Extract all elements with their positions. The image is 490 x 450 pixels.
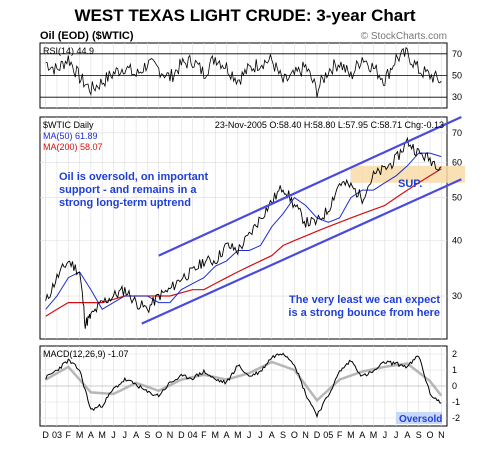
- rsi-label: RSI(14) 44.9: [43, 46, 94, 56]
- x-tick-label: A: [359, 430, 365, 440]
- x-tick-label: F: [66, 430, 72, 440]
- x-tick-label: M: [211, 430, 219, 440]
- x-tick-label: M: [370, 430, 378, 440]
- x-tick-label: J: [247, 430, 252, 440]
- ma200-label: MA(200) 58.07: [43, 142, 103, 152]
- support-zone: [350, 165, 465, 183]
- price-y-tick: 50: [452, 193, 462, 203]
- x-tick-label: J: [258, 430, 263, 440]
- x-tick-label: J: [394, 430, 399, 440]
- x-tick-label: 04: [188, 430, 198, 440]
- macd-line: [45, 352, 442, 419]
- annotation-left-line-2: support - and remains in a: [59, 184, 197, 196]
- price-y-tick: 40: [452, 236, 462, 246]
- chart-title: WEST TEXAS LIGHT CRUDE: 3-year Chart: [75, 6, 416, 25]
- price-y-tick: 30: [452, 291, 462, 301]
- x-tick-label: J: [123, 430, 128, 440]
- macd-signal-line: [45, 360, 443, 403]
- macd-layer: [45, 352, 443, 419]
- macd-y-tick: -1: [452, 397, 460, 407]
- ma50-label: MA(50) 61.89: [43, 131, 98, 141]
- x-tick-label: S: [280, 430, 286, 440]
- channel-lower-line: [141, 178, 462, 325]
- rsi-y-tick: 30: [452, 92, 462, 102]
- x-tick-label: M: [98, 430, 106, 440]
- x-tick-label: F: [337, 430, 343, 440]
- support-zone-band: [350, 165, 465, 183]
- macd-y-tick: 0: [452, 381, 457, 391]
- price-layer: [45, 115, 462, 329]
- rsi-y-tick: 70: [452, 49, 462, 59]
- channel-upper-line: [158, 115, 462, 257]
- x-tick-label: O: [155, 430, 162, 440]
- x-tick-label: O: [427, 430, 434, 440]
- price-y-tick: 70: [452, 128, 462, 138]
- oversold-label: Oversold: [399, 414, 442, 425]
- watermark: © StockCharts.com: [361, 31, 447, 42]
- chart-subtitle: Oil (EOD) ($WTIC): [40, 30, 134, 42]
- x-tick-label: D: [314, 430, 321, 440]
- x-tick-label: 03: [52, 430, 62, 440]
- x-tick-label: A: [404, 430, 410, 440]
- macd-y-tick: -2: [452, 413, 460, 423]
- x-tick-label: J: [383, 430, 388, 440]
- x-tick-label: J: [111, 430, 116, 440]
- macd-label: MACD(12,26,9) -1.07: [43, 349, 129, 359]
- x-tick-label: A: [88, 430, 94, 440]
- annotation-left-line-3: strong long-term uptrend: [59, 197, 191, 209]
- price-y-tick: 60: [452, 158, 462, 168]
- axis-layer: D 03 F M A M J J A S O N D 04 F M A M J J A S O N D 05 F M A M J J A S O N3…: [42, 49, 462, 440]
- x-tick-label: S: [416, 430, 422, 440]
- price-line: [45, 136, 442, 329]
- x-tick-label: D: [42, 430, 49, 440]
- ma50-line: [45, 152, 442, 310]
- x-tick-label: A: [224, 430, 230, 440]
- x-tick-label: D: [178, 430, 185, 440]
- x-tick-label: M: [234, 430, 242, 440]
- annotation-right-line-2: is a strong bounce from here: [288, 307, 440, 319]
- x-tick-label: S: [144, 430, 150, 440]
- x-tick-label: 05: [323, 430, 333, 440]
- x-tick-label: A: [133, 430, 139, 440]
- x-tick-label: A: [269, 430, 275, 440]
- symbol-label: $WTIC Daily: [43, 120, 94, 130]
- x-tick-label: M: [76, 430, 84, 440]
- macd-y-tick: 1: [452, 365, 457, 375]
- rsi-line: [45, 46, 442, 98]
- support-label: SUP.: [398, 178, 422, 190]
- x-tick-label: N: [302, 430, 309, 440]
- annotation-left-line-1: Oil is oversold, on important: [59, 171, 208, 183]
- x-tick-label: N: [167, 430, 174, 440]
- x-tick-label: O: [291, 430, 298, 440]
- rsi-y-tick: 50: [452, 71, 462, 81]
- x-tick-label: F: [201, 430, 207, 440]
- rsi-layer: [45, 46, 442, 98]
- macd-y-tick: 2: [452, 349, 457, 359]
- quote-line: 23-Nov-2005 O:58.40 H:58.80 L:57.95 C:58…: [215, 120, 444, 130]
- x-tick-label: N: [438, 430, 445, 440]
- oversold-box: [396, 412, 442, 424]
- x-tick-label: M: [347, 430, 355, 440]
- annotation-right-line-1: The very least we can expect: [289, 294, 440, 306]
